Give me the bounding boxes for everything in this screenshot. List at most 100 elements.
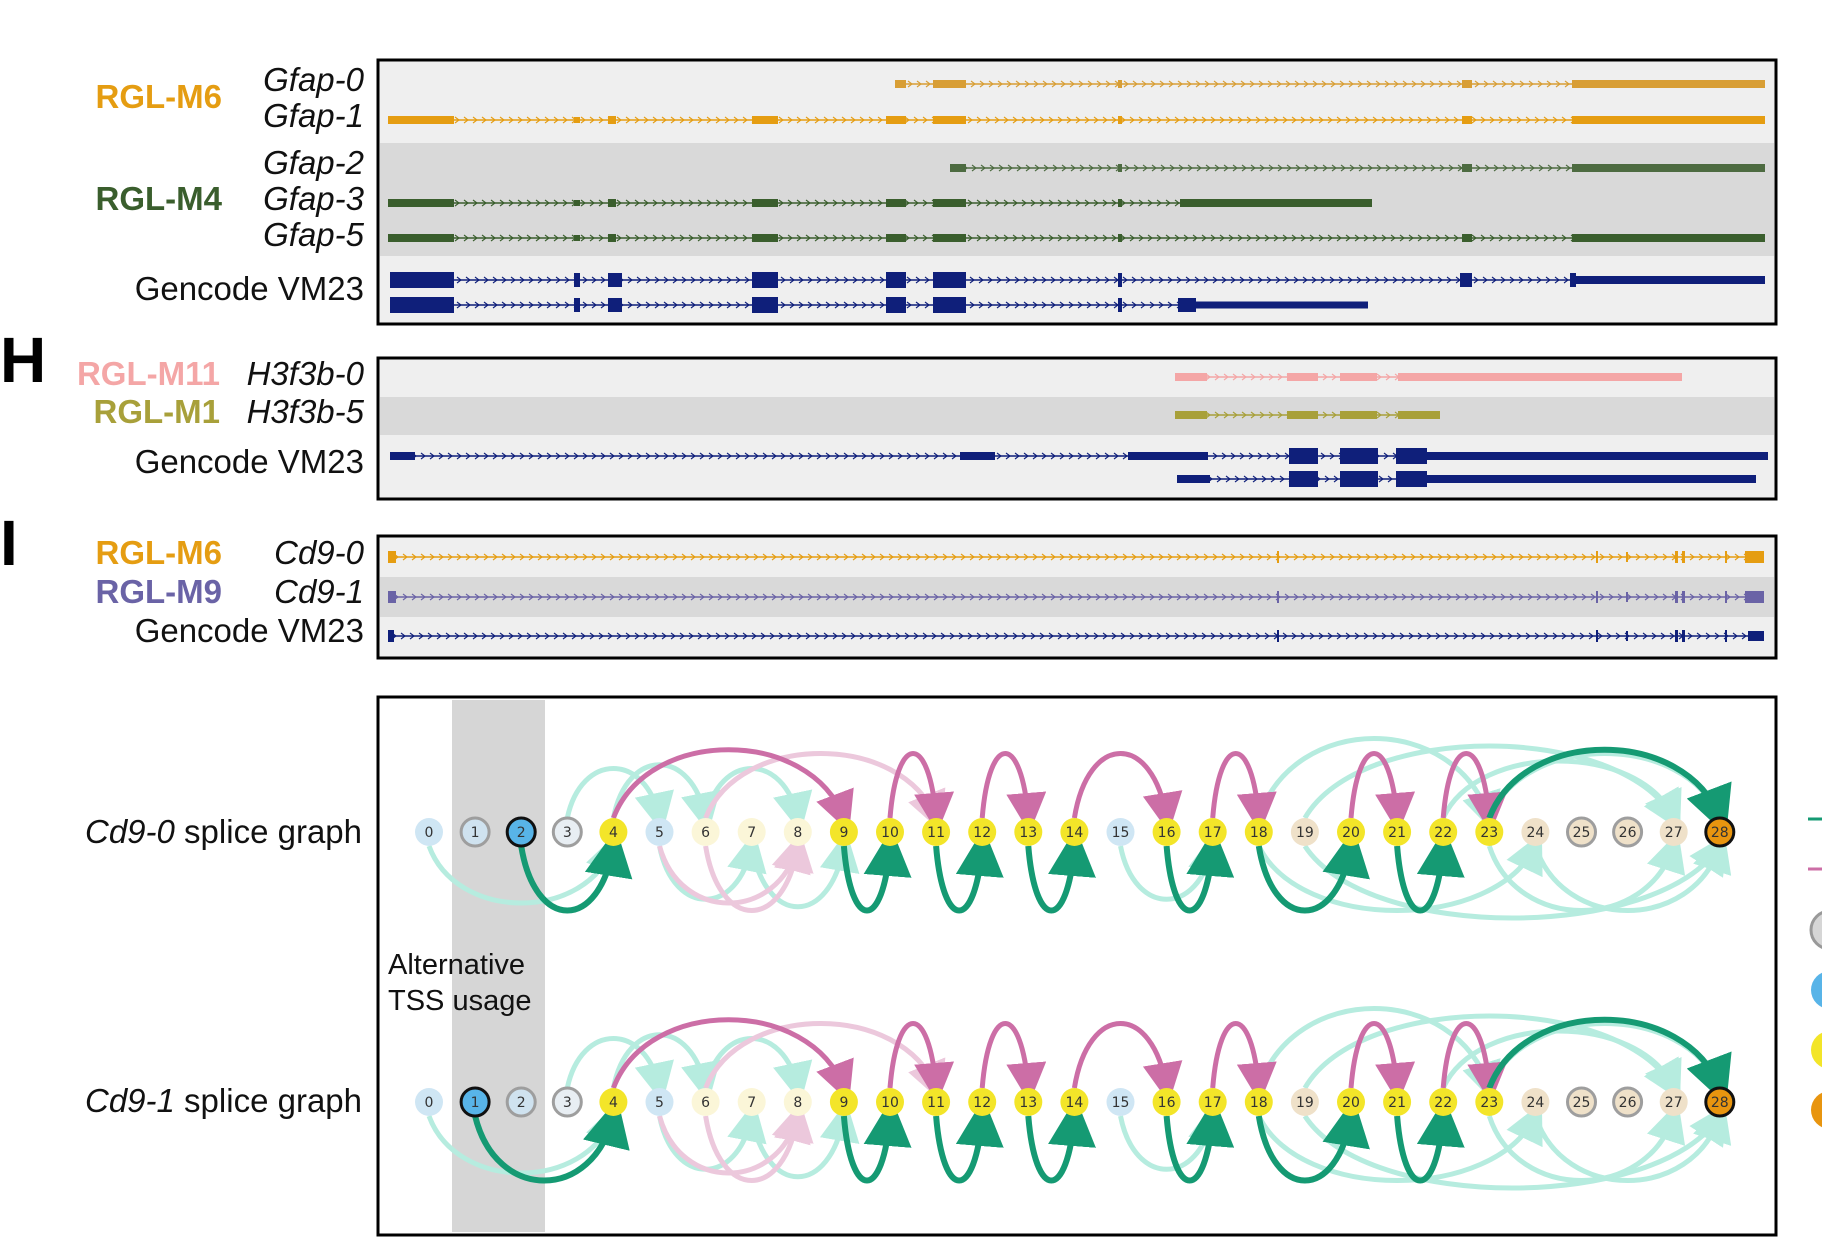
h3f3b-5-track-exon [1175, 411, 1207, 419]
cd9-1-track-chevron [969, 593, 975, 601]
cd9-ref-track-chevron [688, 632, 694, 640]
cd9-ref-track-chevron [1696, 632, 1702, 640]
cd9-1-graph-faint-edge [1533, 1101, 1732, 1183]
h3f3b-0-track-chevron [1385, 373, 1391, 381]
gfap-3-track-chevron [517, 199, 523, 207]
gfap-2-track-chevron [1529, 164, 1535, 172]
h3f3b-ref-1-track-chevron [915, 452, 921, 460]
cd9-0-graph-node-label: 5 [655, 825, 664, 841]
gfap-5-track-chevron [670, 234, 676, 242]
cd9-1-track-chevron [1149, 593, 1155, 601]
gfap-2-track-exon [1572, 164, 1765, 172]
cd9-0-track-chevron [546, 553, 552, 561]
h3f3b-ref-1-track-chevron [510, 452, 516, 460]
gfap-2-track-chevron [1331, 164, 1337, 172]
h3f3b-0-track-chevron [1223, 373, 1229, 381]
cd9-ref-track-chevron [1345, 632, 1351, 640]
cd9-1-graph-node-11 [922, 1088, 951, 1116]
gfap-ref-1-track-chevron [1338, 276, 1344, 284]
cd9-1-track-chevron [1590, 593, 1596, 601]
cd9-1-track-chevron [717, 593, 723, 601]
cd9-1-graph-faint-edge [1256, 1006, 1501, 1103]
cd9-1-track-exon [388, 591, 396, 603]
h3f3b-0-track [1175, 373, 1682, 381]
gfap-2-track-chevron [1151, 164, 1157, 172]
h3f3b-ref-1-track-exon [1427, 452, 1768, 460]
gfap-3-track-chevron [841, 199, 847, 207]
cd9-0-track-chevron [1230, 553, 1236, 561]
gfap-5-track-chevron [1480, 234, 1486, 242]
cd9-0-track-chevron [690, 553, 696, 561]
h3f3b-ref-1-track-chevron [681, 452, 687, 460]
cd9-1-graph-node-25 [1566, 1086, 1597, 1118]
h3f3b-5-track-chevron [1385, 411, 1391, 419]
gfap-ref-1-track-exon [1570, 273, 1576, 287]
cd9-0-track-chevron [1599, 553, 1605, 561]
cd9-0-track-chevron [1077, 553, 1083, 561]
cd9-1-track-chevron [1437, 593, 1443, 601]
splice-graph-0-isoform: Cd9-0 [85, 813, 176, 850]
gfap-0-track-chevron [1429, 80, 1435, 88]
tss-annotation-line2: TSS usage [388, 985, 531, 1017]
gfap-1-track-chevron [1219, 116, 1225, 124]
gfap-1-track-chevron [976, 116, 982, 124]
h3f3b-5-track-exon [1398, 411, 1440, 419]
h3f3b-ref-2-track-chevron [1378, 475, 1384, 483]
cd9-0-track-chevron [1410, 553, 1416, 561]
h3f3b-ref-1-track-chevron [726, 452, 732, 460]
cd9-0-graph-node-22 [1429, 818, 1458, 846]
cd9-0-track-chevron [555, 553, 561, 561]
cd9-0-track-chevron [1014, 553, 1020, 561]
cd9-1-track-chevron [1716, 593, 1722, 601]
cd9-ref-track-chevron [796, 632, 802, 640]
h3f3b-5-track-exon [1340, 411, 1377, 419]
cd9-1-track-chevron [1194, 593, 1200, 601]
gfap-5-track-chevron [1390, 234, 1396, 242]
cd9-ref-track-chevron [1381, 632, 1387, 640]
gfap-5-track-chevron [976, 234, 982, 242]
cd9-1-graph-node-3 [551, 1086, 583, 1118]
gfap-ref-1-track-chevron [1302, 276, 1308, 284]
cd9-1-track-chevron [1644, 593, 1650, 601]
gfap-0-track-chevron [1249, 80, 1255, 88]
gfap-ref-1-track-chevron [1527, 276, 1533, 284]
cd9-0-track-chevron [789, 553, 795, 561]
cd9-ref-track-chevron [877, 632, 883, 640]
gfap-ref-2-track-chevron [1140, 301, 1146, 309]
cd9-1-track-chevron [1347, 593, 1353, 601]
h3f3b-ref-2-track-chevron [1324, 475, 1330, 483]
gfap-5-track-chevron [1300, 234, 1306, 242]
gfap-1-track-chevron [796, 116, 802, 124]
cd9-0-graph-node-27 [1659, 818, 1688, 846]
cd9-1-track-chevron [474, 593, 480, 601]
cd9-1-track-chevron [672, 593, 678, 601]
gfap-5-track-chevron [1165, 234, 1171, 242]
cd9-ref-track-chevron [1480, 632, 1486, 640]
cd9-ref-track-exon [1748, 631, 1764, 641]
h3f3b-ref-1-track-chevron [1077, 452, 1083, 460]
gfap-0-track-chevron [1492, 80, 1498, 88]
cd9-0-graph-node-12 [968, 818, 997, 846]
cd9-0-track-chevron [456, 553, 462, 561]
cd9-1-graph-node-12 [968, 1088, 997, 1116]
gfap-isoform-5: Gfap-5 [263, 216, 365, 253]
gfap-0-track-chevron [1312, 80, 1318, 88]
gfap-1-track-chevron [1066, 116, 1072, 124]
gfap-1-track-chevron [688, 116, 694, 124]
gfap-ref-2-track-exon [1118, 298, 1122, 312]
h3f3b-ref-2-track-exon [1177, 475, 1210, 483]
cd9-0-track-chevron [672, 553, 678, 561]
cd9-0-track-chevron [1338, 553, 1344, 561]
cd9-1-graph-magenta-edge [979, 1021, 1047, 1103]
gfap-5-track-exon [1118, 234, 1122, 242]
cd9-1-track-chevron [492, 593, 498, 601]
gfap-0-track-chevron [1546, 80, 1552, 88]
cd9-0-track-chevron [951, 553, 957, 561]
cd9-1-track-chevron [420, 593, 426, 601]
cd9-1-track-chevron [726, 593, 732, 601]
gfap-ref-1-track-chevron [1176, 276, 1182, 284]
gfap-1-track-chevron [1507, 116, 1513, 124]
h3f3b-0-track-chevron [1241, 373, 1247, 381]
gfap-1-track-chevron [1417, 116, 1423, 124]
cd9-0-graph-faint-edge [1256, 832, 1543, 913]
